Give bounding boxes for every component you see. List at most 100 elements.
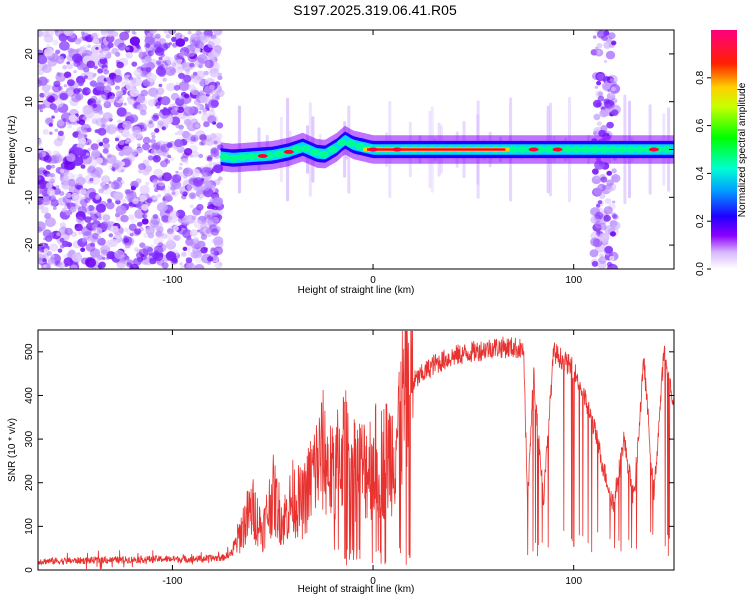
noise-speck	[201, 253, 213, 264]
noise-speck	[177, 129, 184, 136]
noise-speck	[199, 134, 207, 141]
noise-speck	[97, 254, 103, 261]
noise-speck	[129, 36, 140, 46]
noise-speck	[129, 233, 134, 237]
carrier-blob	[544, 146, 555, 153]
noise-speck	[78, 48, 83, 52]
noise-speck	[608, 203, 616, 210]
noise-speck	[178, 72, 185, 79]
colorbar: 0.0 0.2 0.4 0.6 0.8 Normalized spectral ampl…	[695, 30, 748, 276]
noise-speck	[71, 93, 82, 103]
noise-speck	[90, 95, 98, 102]
noise-speck	[128, 223, 137, 231]
carrier-peak	[392, 147, 403, 152]
noise-speck	[85, 205, 97, 215]
noise-speck	[184, 105, 195, 116]
noise-speck	[592, 168, 599, 175]
noise-speck	[136, 251, 144, 259]
snr-frame	[37, 329, 675, 571]
noise-speck	[154, 33, 161, 39]
noise-speck	[174, 54, 181, 60]
snr-x-axis-label: Height of straight line (km)	[298, 584, 415, 595]
noise-speck	[42, 258, 47, 263]
noise-speck	[79, 188, 87, 195]
noise-speck	[143, 79, 150, 87]
noise-speck	[143, 30, 155, 36]
carrier-blob	[318, 150, 329, 158]
noise-speck	[194, 47, 201, 54]
noise-speck	[97, 68, 104, 74]
noise-speck	[38, 62, 48, 71]
noise-speck	[183, 148, 193, 156]
noise-speck	[117, 119, 122, 124]
carrier-blob	[625, 146, 636, 153]
noise-speck	[161, 233, 168, 239]
noise-speck	[52, 39, 59, 46]
noise-speck	[596, 121, 602, 126]
noise-speck	[49, 131, 53, 135]
noise-speck	[164, 59, 172, 66]
noise-speck	[73, 88, 80, 95]
noise-speck	[46, 172, 57, 183]
noise-speck	[102, 137, 110, 144]
spectrogram-y-tick-label: 0	[24, 146, 35, 152]
noise-speck	[66, 63, 73, 70]
noise-speck	[67, 123, 73, 129]
noise-speck	[152, 214, 159, 220]
noise-speck	[174, 234, 181, 241]
noise-speck	[180, 191, 184, 195]
noise-speck	[173, 84, 181, 91]
noise-speck	[131, 126, 142, 135]
noise-speck	[62, 118, 67, 122]
noise-speck	[42, 169, 48, 175]
noise-speck	[171, 174, 182, 184]
noise-speck	[145, 226, 155, 235]
noise-speck	[82, 237, 87, 243]
noise-speck	[191, 151, 199, 158]
noise-speck	[39, 109, 43, 113]
noise-speck	[135, 43, 140, 48]
noise-speck	[80, 164, 86, 169]
noise-speck	[594, 211, 604, 220]
noise-speck	[117, 42, 127, 51]
noise-speck	[128, 76, 134, 81]
noise-speck	[141, 99, 148, 105]
noise-speck	[38, 68, 45, 76]
noise-speck	[116, 107, 127, 117]
noise-speck	[107, 198, 112, 203]
noise-speck	[101, 175, 111, 184]
noise-speck	[44, 117, 54, 126]
noise-speck	[213, 30, 223, 36]
noise-speck	[611, 174, 621, 183]
noise-speck	[156, 94, 162, 99]
noise-speck	[130, 185, 136, 191]
noise-speck	[95, 46, 99, 50]
noise-speck	[201, 171, 212, 181]
noise-speck	[148, 120, 153, 125]
noise-speck	[165, 240, 177, 250]
noise-speck	[204, 59, 214, 69]
noise-speck	[153, 41, 162, 49]
noise-speck	[186, 72, 190, 75]
noise-speck	[190, 74, 196, 79]
carrier-blob	[662, 146, 672, 153]
noise-speck	[603, 98, 610, 105]
noise-speck	[203, 121, 210, 128]
noise-speck	[50, 104, 58, 111]
noise-speck	[72, 53, 83, 63]
carrier-blob	[508, 146, 519, 153]
noise-speck	[78, 46, 87, 53]
snr-y-tick-label: 100	[24, 518, 35, 535]
noise-speck	[142, 136, 151, 144]
noise-speck	[211, 216, 220, 224]
noise-speck	[175, 81, 180, 86]
noise-speck	[210, 255, 219, 263]
noise-speck	[147, 99, 156, 107]
noise-speck	[55, 72, 66, 82]
noise-speck	[144, 36, 155, 46]
snr-y-tick-label: 400	[24, 387, 35, 404]
carrier-blob	[607, 146, 618, 153]
noise-speck	[605, 50, 616, 60]
noise-speck	[200, 35, 210, 44]
noise-speck	[102, 148, 109, 154]
